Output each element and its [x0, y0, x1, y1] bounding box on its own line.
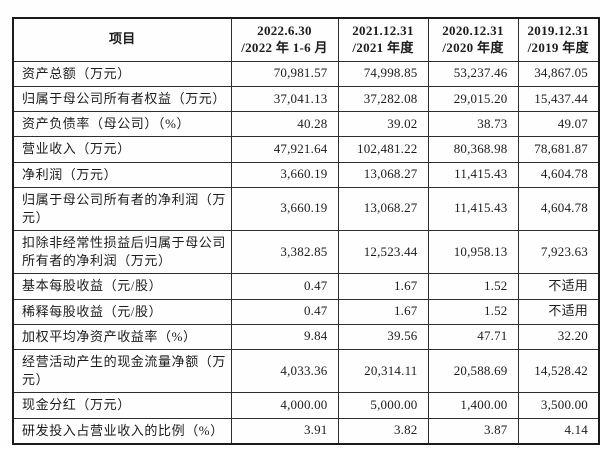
row-label: 归属于母公司所有者权益（万元） [12, 85, 232, 113]
period-date: 2022.6.30 [257, 23, 312, 38]
table-row: 稀释每股收益（元/股） 0.47 1.67 1.52 不适用 [12, 298, 600, 325]
row-value: 1.67 [337, 298, 429, 325]
row-value: 37,041.13 [230, 85, 339, 113]
table-row: 加权平均净资产收益率（%） 9.84 39.56 47.71 32.20 [12, 323, 600, 351]
row-value: 13,068.27 [337, 186, 429, 232]
row-value: 74,998.85 [337, 60, 429, 87]
row-value: 0.47 [230, 273, 339, 300]
row-value: 70,981.57 [230, 60, 339, 87]
row-value: 4,000.00 [230, 392, 339, 419]
row-value: 3.82 [337, 417, 429, 445]
row-value: 47.71 [427, 323, 519, 351]
table-row: 现金分红（万元） 4,000.00 5,000.00 1,400.00 3,50… [12, 392, 600, 419]
row-label: 资产总额（万元） [12, 60, 232, 87]
column-header-period-2021: 2021.12.31 /2021 年度 [337, 17, 429, 62]
header-row: 项目 2022.6.30 /2022 年 1-6 月 2021.12.31 /2… [12, 17, 600, 62]
row-value: 20,588.69 [427, 349, 519, 394]
row-value: 7,923.63 [517, 230, 600, 275]
column-header-period-2020: 2020.12.31 /2020 年度 [427, 17, 519, 62]
row-value: 12,523.44 [337, 230, 429, 275]
row-label: 加权平均净资产收益率（%） [12, 323, 232, 351]
row-label: 基本每股收益（元/股） [12, 273, 232, 300]
table-row: 经营活动产生的现金流量净额（万元） 4,033.36 20,314.11 20,… [12, 349, 600, 394]
table-row: 营业收入（万元） 47,921.64 102,481.22 80,368.98 … [12, 136, 600, 163]
row-value: 1.67 [337, 273, 429, 300]
period-range: /2019 年度 [527, 39, 589, 55]
row-value: 38.73 [427, 111, 519, 138]
row-value: 78,681.87 [517, 136, 600, 163]
row-label: 归属于母公司所有者的净利润（万元） [12, 186, 232, 232]
row-label: 现金分红（万元） [12, 392, 232, 419]
row-value: 29,015.20 [427, 85, 519, 113]
row-label: 营业收入（万元） [12, 136, 232, 163]
row-value: 102,481.22 [337, 136, 429, 163]
row-value: 80,368.98 [427, 136, 519, 163]
row-value: 32.20 [517, 323, 600, 351]
period-range: /2022 年 1-6 月 [241, 39, 328, 55]
row-value: 34,867.05 [517, 60, 600, 87]
row-value: 20,314.11 [337, 349, 429, 394]
row-value: 0.47 [230, 298, 339, 325]
table-body: 资产总额（万元） 70,981.57 74,998.85 53,237.46 3… [12, 60, 600, 445]
row-value: 4,033.36 [230, 349, 339, 394]
row-value: 1.52 [427, 273, 519, 300]
row-value: 13,068.27 [337, 161, 429, 188]
period-date: 2019.12.31 [527, 23, 589, 38]
row-value: 15,437.44 [517, 85, 600, 113]
column-header-period-2019: 2019.12.31 /2019 年度 [517, 17, 600, 62]
row-value: 4,604.78 [517, 161, 600, 188]
row-value: 3,382.85 [230, 230, 339, 275]
row-value: 4,604.78 [517, 186, 600, 232]
row-value: 1.52 [427, 298, 519, 325]
row-value: 11,415.43 [427, 186, 519, 232]
row-value: 47,921.64 [230, 136, 339, 163]
table-row: 净利润（万元） 3,660.19 13,068.27 11,415.43 4,6… [12, 161, 600, 188]
table-row: 研发投入占营业收入的比例（%） 3.91 3.82 3.87 4.14 [12, 417, 600, 445]
row-value: 3.91 [230, 417, 339, 445]
row-value: 14,528.42 [517, 349, 600, 394]
row-value: 53,237.46 [427, 60, 519, 87]
row-value: 39.56 [337, 323, 429, 351]
row-value: 3,660.19 [230, 161, 339, 188]
table-row: 归属于母公司所有者的净利润（万元） 3,660.19 13,068.27 11,… [12, 186, 600, 232]
row-value: 5,000.00 [337, 392, 429, 419]
row-label: 稀释每股收益（元/股） [12, 298, 232, 325]
row-value: 1,400.00 [427, 392, 519, 419]
row-value: 49.07 [517, 111, 600, 138]
row-value: 3,500.00 [517, 392, 600, 419]
column-header-item: 项目 [12, 17, 232, 62]
table-row: 归属于母公司所有者权益（万元） 37,041.13 37,282.08 29,0… [12, 85, 600, 113]
row-label: 经营活动产生的现金流量净额（万元） [12, 349, 232, 394]
table-row: 基本每股收益（元/股） 0.47 1.67 1.52 不适用 [12, 273, 600, 300]
table-row: 资产总额（万元） 70,981.57 74,998.85 53,237.46 3… [12, 60, 600, 87]
period-date: 2021.12.31 [352, 23, 414, 38]
row-value: 不适用 [517, 273, 600, 300]
period-range: /2020 年度 [442, 39, 504, 55]
row-value: 11,415.43 [427, 161, 519, 188]
financial-summary-table: 项目 2022.6.30 /2022 年 1-6 月 2021.12.31 /2… [12, 17, 600, 445]
period-date: 2020.12.31 [442, 23, 504, 38]
row-value: 37,282.08 [337, 85, 429, 113]
row-label: 净利润（万元） [12, 161, 232, 188]
row-value: 39.02 [337, 111, 429, 138]
table-row: 扣除非经常性损益后归属于母公司所有者的净利润（万元） 3,382.85 12,5… [12, 230, 600, 275]
row-label: 扣除非经常性损益后归属于母公司所有者的净利润（万元） [12, 230, 232, 275]
row-value: 3,660.19 [230, 186, 339, 232]
period-range: /2021 年度 [352, 39, 414, 55]
table-header: 项目 2022.6.30 /2022 年 1-6 月 2021.12.31 /2… [12, 17, 600, 62]
row-value: 4.14 [517, 417, 600, 445]
row-value: 3.87 [427, 417, 519, 445]
table-row: 资产负债率（母公司）（%） 40.28 39.02 38.73 49.07 [12, 111, 600, 138]
row-value: 10,958.13 [427, 230, 519, 275]
row-value: 不适用 [517, 298, 600, 325]
row-label: 研发投入占营业收入的比例（%） [12, 417, 232, 445]
row-value: 40.28 [230, 111, 339, 138]
row-value: 9.84 [230, 323, 339, 351]
row-label: 资产负债率（母公司）（%） [12, 111, 232, 138]
column-header-period-2022: 2022.6.30 /2022 年 1-6 月 [230, 17, 339, 62]
